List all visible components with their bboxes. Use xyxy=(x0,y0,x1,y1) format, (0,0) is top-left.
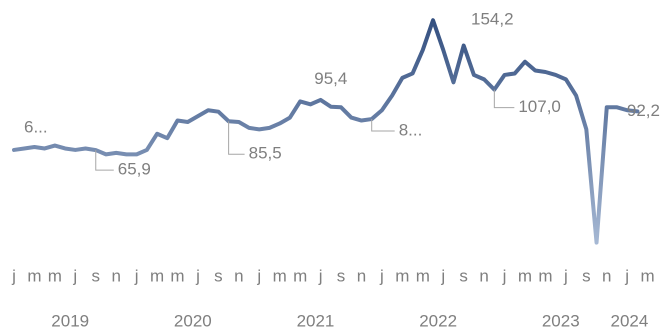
data-label: 65,9 xyxy=(118,160,151,179)
data-label: 85,5 xyxy=(249,144,282,163)
x-tick-label: j xyxy=(440,266,445,285)
x-tick-label: n xyxy=(602,266,611,285)
x-tick-label: j xyxy=(563,266,568,285)
x-tick-label: m xyxy=(27,266,41,285)
x-tick-label: m xyxy=(170,266,184,285)
year-label: 2019 xyxy=(51,311,89,330)
data-label: 92,2 xyxy=(627,101,660,120)
x-tick-label: m xyxy=(150,266,164,285)
x-tick-label: j xyxy=(256,266,261,285)
x-tick-label: j xyxy=(379,266,384,285)
x-tick-label: j xyxy=(11,266,16,285)
year-label: 2022 xyxy=(419,311,457,330)
year-label: 2024 xyxy=(611,311,649,330)
x-tick-label: s xyxy=(214,266,223,285)
x-tick-label: n xyxy=(111,266,120,285)
data-label: 154,2 xyxy=(471,10,514,29)
x-tick-label: m xyxy=(538,266,552,285)
x-tick-label: j xyxy=(72,266,77,285)
x-tick-label: m xyxy=(48,266,62,285)
x-tick-label: m xyxy=(518,266,532,285)
x-tick-label: m xyxy=(293,266,307,285)
callout-line xyxy=(95,150,114,171)
callout-line xyxy=(493,89,515,109)
x-tick-label: s xyxy=(92,266,101,285)
x-tick-label: n xyxy=(357,266,366,285)
x-tick-label: m xyxy=(395,266,409,285)
x-tick-label: n xyxy=(479,266,488,285)
data-label: 107,0 xyxy=(518,97,561,116)
callout-line xyxy=(228,121,245,155)
x-tick-label: s xyxy=(582,266,591,285)
year-label: 2021 xyxy=(297,311,335,330)
x-tick-label: j xyxy=(318,266,323,285)
data-label: 8... xyxy=(399,121,423,140)
data-label: 95,4 xyxy=(314,69,347,88)
year-label: 2023 xyxy=(542,311,580,330)
x-tick-label: m xyxy=(416,266,430,285)
x-tick-label: m xyxy=(641,266,655,285)
x-tick-label: j xyxy=(502,266,507,285)
x-tick-label: j xyxy=(624,266,629,285)
x-tick-label: j xyxy=(134,266,139,285)
series-line xyxy=(12,18,640,245)
callout-line xyxy=(371,119,395,132)
x-tick-label: s xyxy=(459,266,468,285)
x-tick-label: j xyxy=(195,266,200,285)
x-tick-label: s xyxy=(337,266,346,285)
data-label: 6... xyxy=(24,117,48,136)
year-label: 2020 xyxy=(174,311,212,330)
x-tick-label: n xyxy=(234,266,243,285)
x-tick-label: m xyxy=(273,266,287,285)
